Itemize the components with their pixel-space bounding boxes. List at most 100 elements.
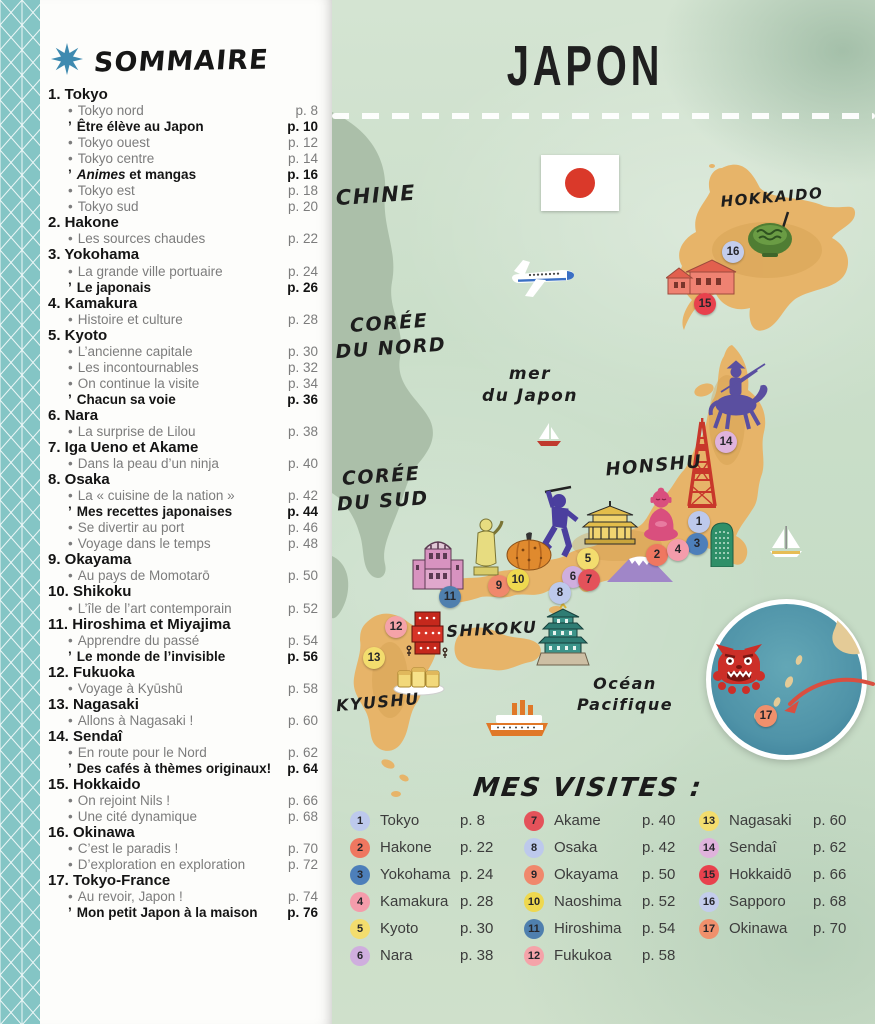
- map-marker-11[interactable]: 11: [439, 586, 461, 608]
- toc-item[interactable]: • La « cuisine de la nation » p. 42: [48, 488, 318, 504]
- legend-row[interactable]: 13 Nagasaki p. 60: [699, 807, 846, 834]
- legend-city: Hakone: [380, 839, 432, 856]
- toc-item-label: Chacun sa voie: [76, 391, 176, 407]
- map-marker-4[interactable]: 4: [667, 539, 689, 561]
- toc-chapter-title[interactable]: 5. Kyoto: [48, 326, 108, 344]
- toc-item-label: Tokyo nord: [77, 103, 144, 119]
- toc-item-label: Allons à Nagasaki !: [77, 712, 194, 728]
- toc-item-page: p. 58: [287, 680, 318, 696]
- map-marker-14[interactable]: 14: [715, 431, 737, 453]
- toc-item-page: p. 42: [287, 488, 318, 504]
- map-marker-5[interactable]: 5: [577, 548, 599, 570]
- toc-item[interactable]: ’ Chacun sa voie p. 36: [48, 392, 318, 408]
- toc-item[interactable]: • L’ancienne capitale p. 30: [48, 344, 318, 360]
- toc-chapter-title[interactable]: 9. Okayama: [48, 551, 132, 569]
- legend-row[interactable]: 9 Okayama p. 50: [524, 861, 675, 888]
- toc-item[interactable]: ’ Mes recettes japonaises p. 44: [48, 504, 318, 520]
- toc-chapter-title[interactable]: 15. Hokkaido: [48, 776, 141, 794]
- toc-item[interactable]: • Voyage à Kyūshū p. 58: [48, 681, 318, 697]
- legend-row[interactable]: 4 Kamakura p. 28: [350, 888, 493, 915]
- map-marker-9[interactable]: 9: [488, 575, 510, 597]
- toc-item[interactable]: • Histoire et culture p. 28: [48, 312, 318, 328]
- toc-item[interactable]: • Voyage dans le temps p. 48: [48, 536, 318, 552]
- legend-row[interactable]: 17 Okinawa p. 70: [699, 915, 846, 942]
- legend-row[interactable]: 12 Fukukoa p. 58: [524, 942, 675, 969]
- toc-item[interactable]: • En route pour le Nord p. 62: [48, 745, 318, 761]
- toc-item[interactable]: • La grande ville portuaire p. 24: [48, 264, 318, 280]
- toc-item[interactable]: • Au revoir, Japon ! p. 74: [48, 889, 318, 905]
- toc-item[interactable]: ’ Animes et mangas p. 16: [48, 167, 318, 183]
- toc-chapter-title[interactable]: 10. Shikoku: [48, 583, 132, 601]
- toc-item[interactable]: • Dans la peau d’un ninja p. 40: [48, 456, 318, 472]
- map-marker-7[interactable]: 7: [578, 569, 600, 591]
- toc-item[interactable]: • Se divertir au port p. 46: [48, 520, 318, 536]
- toc-list: 1. Tokyo • Tokyo nord p. 8’ Être élève au Ja…: [48, 86, 318, 921]
- toc-item[interactable]: • Tokyo est p. 18: [48, 183, 318, 199]
- map-marker-16[interactable]: 16: [722, 241, 744, 263]
- toc-chapter-title[interactable]: 6. Nara: [48, 406, 99, 424]
- legend-row[interactable]: 7 Akame p. 40: [524, 807, 675, 834]
- toc-item[interactable]: • On continue la visite p. 34: [48, 376, 318, 392]
- map-marker-1[interactable]: 1: [688, 511, 710, 533]
- toc-chapter-title[interactable]: 7. Iga Ueno et Akame: [48, 439, 199, 457]
- special-marker: ’: [68, 905, 72, 921]
- toc-item[interactable]: • La surprise de Lilou p. 38: [48, 424, 318, 440]
- toc-item[interactable]: • Au pays de Momotarō p. 50: [48, 568, 318, 584]
- legend-row[interactable]: 2 Hakone p. 22: [350, 834, 493, 861]
- toc-chapter-title[interactable]: 3. Yokohama: [48, 246, 140, 264]
- toc-item[interactable]: ’ Le monde de l’invisible p. 56: [48, 649, 318, 665]
- legend-row[interactable]: 11 Hiroshima p. 54: [524, 915, 675, 942]
- toc-item[interactable]: ’ Le japonais p. 26: [48, 280, 318, 296]
- map-marker-10[interactable]: 10: [507, 569, 529, 591]
- toc-item[interactable]: • Une cité dynamique p. 68: [48, 809, 318, 825]
- toc-item[interactable]: ’ Des cafés à thèmes originaux! p. 64: [48, 761, 318, 777]
- toc-chapter-title[interactable]: 8. Osaka: [48, 471, 110, 489]
- map-marker-13[interactable]: 13: [363, 647, 385, 669]
- toc-item[interactable]: • Allons à Nagasaki ! p. 60: [48, 713, 318, 729]
- legend-page: p. 52: [642, 893, 676, 910]
- toc-item[interactable]: • Apprendre du passé p. 54: [48, 633, 318, 649]
- legend-column-1: 1 Tokyo p. 8 2 Hakone p. 22 3 Yokohama p. 24 4 Kam…: [350, 807, 493, 969]
- toc-item[interactable]: • Les sources chaudes p. 22: [48, 231, 318, 247]
- toc-chapter-title[interactable]: 17. Tokyo-France: [48, 872, 171, 890]
- map-marker-2[interactable]: 2: [646, 544, 668, 566]
- toc-item[interactable]: • On rejoint Nils ! p. 66: [48, 793, 318, 809]
- toc-item[interactable]: • Les incontournables p. 32: [48, 360, 318, 376]
- toc-chapter-title[interactable]: 16. Okinawa: [48, 824, 135, 842]
- map-marker-3[interactable]: 3: [686, 533, 708, 555]
- legend-row[interactable]: 6 Nara p. 38: [350, 942, 493, 969]
- toc-item[interactable]: • C’est le paradis ! p. 70: [48, 841, 318, 857]
- legend-row[interactable]: 3 Yokohama p. 24: [350, 861, 493, 888]
- map-marker-8[interactable]: 8: [549, 582, 571, 604]
- map-marker-17[interactable]: 17: [755, 705, 777, 727]
- legend-row[interactable]: 10 Naoshima p. 52: [524, 888, 675, 915]
- toc-item[interactable]: • Tokyo centre p. 14: [48, 151, 318, 167]
- toc-chapter-title[interactable]: 1. Tokyo: [48, 86, 108, 103]
- bullet: •: [68, 793, 73, 809]
- toc-chapter-title[interactable]: 4. Kamakura: [48, 294, 138, 312]
- map-marker-15[interactable]: 15: [694, 293, 716, 315]
- toc-chapter-title[interactable]: 14. Sendaî: [48, 727, 123, 745]
- legend-row[interactable]: 1 Tokyo p. 8: [350, 807, 493, 834]
- toc-item-label: Les sources chaudes: [77, 231, 206, 247]
- toc-chapter-title[interactable]: 2. Hakone: [48, 214, 119, 232]
- toc-item-label: Au pays de Momotarō: [77, 568, 210, 584]
- legend-row[interactable]: 5 Kyoto p. 30: [350, 915, 493, 942]
- toc-item[interactable]: • L’île de l’art contemporain p. 52: [48, 601, 318, 617]
- toc-chapter-title[interactable]: 12. Fukuoka: [48, 663, 135, 681]
- legend-row[interactable]: 16 Sapporo p. 68: [699, 888, 846, 915]
- toc-item[interactable]: • Tokyo ouest p. 12: [48, 135, 318, 151]
- bullet: •: [68, 151, 73, 167]
- toc-chapter-title[interactable]: 11. Hiroshima et Miyajima: [48, 615, 231, 633]
- legend-row[interactable]: 8 Osaka p. 42: [524, 834, 675, 861]
- toc-item[interactable]: • Tokyo nord p. 8: [48, 103, 318, 119]
- toc-chapter-title[interactable]: 13. Nagasaki: [48, 695, 139, 713]
- toc-item-label: Animes et mangas: [76, 167, 197, 183]
- toc-item[interactable]: • D’exploration en exploration p. 72: [48, 857, 318, 873]
- legend-row[interactable]: 15 Hokkaidō p. 66: [699, 861, 846, 888]
- toc-item[interactable]: • Tokyo sud p. 20: [48, 199, 318, 215]
- toc-item[interactable]: ’ Être élève au Japon p. 10: [48, 119, 318, 135]
- legend-row[interactable]: 14 Sendaî p. 62: [699, 834, 846, 861]
- toc-item[interactable]: ’ Mon petit Japon à la maison p. 76: [48, 905, 318, 921]
- map-marker-12[interactable]: 12: [385, 616, 407, 638]
